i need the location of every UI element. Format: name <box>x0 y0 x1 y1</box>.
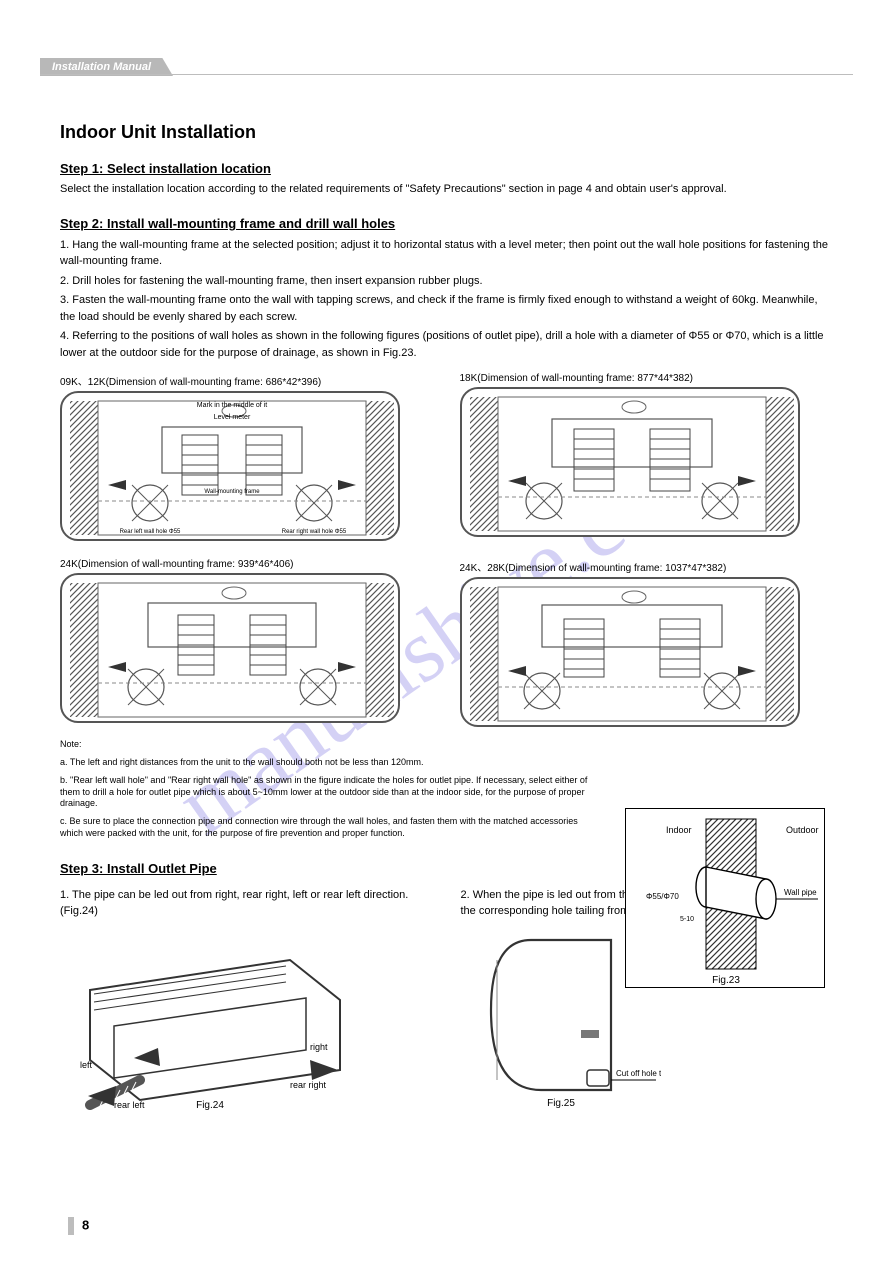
svg-text:rear left: rear left <box>114 1100 145 1110</box>
page-number: 8 <box>68 1217 89 1235</box>
mounting-diagram-svg <box>462 389 800 537</box>
step1-heading: Step 1: Select installation location <box>60 161 833 176</box>
diagram-cell-1: 09K、12K(Dimension of wall-mounting frame… <box>60 373 434 541</box>
diagram-caption: 18K(Dimension of wall-mounting frame: 87… <box>460 373 834 384</box>
step2-item: 4. Referring to the positions of wall ho… <box>60 328 833 361</box>
mounting-diagram-svg: Mark in the middle of it Level meter Rea… <box>62 393 400 541</box>
step2-note: Note: <box>60 739 595 751</box>
svg-text:Level meter: Level meter <box>214 414 251 421</box>
step2-heading: Step 2: Install wall-mounting frame and … <box>60 216 833 231</box>
diagram-frame <box>460 577 800 727</box>
svg-text:Rear right wall hole Φ55: Rear right wall hole Φ55 <box>282 529 347 535</box>
svg-text:Indoor: Indoor <box>666 825 692 835</box>
svg-text:Φ55/Φ70: Φ55/Φ70 <box>646 892 679 901</box>
diagram-cell-3: 24K(Dimension of wall-mounting frame: 93… <box>60 559 434 727</box>
svg-text:Fig.23: Fig.23 <box>712 975 740 986</box>
step3-left-col: 1. The pipe can be led out from right, r… <box>60 882 433 1110</box>
mounting-diagram-svg <box>462 579 800 727</box>
diagram-grid: 09K、12K(Dimension of wall-mounting frame… <box>60 373 833 727</box>
step2-item: 1. Hang the wall-mounting frame at the s… <box>60 237 833 270</box>
svg-text:Fig.25: Fig.25 <box>547 1098 575 1109</box>
step2-note: b. "Rear left wall hole" and "Rear right… <box>60 775 595 810</box>
svg-text:Wall pipe: Wall pipe <box>784 888 817 897</box>
svg-text:right: right <box>310 1042 328 1052</box>
header-rule <box>40 74 853 75</box>
page-number-bar-icon <box>68 1217 74 1235</box>
page: Installation Manual manualshive.com Indo… <box>0 0 893 1263</box>
step3-left-text: 1. The pipe can be led out from right, r… <box>60 888 433 920</box>
diagram-cell-4: 24K、28K(Dimension of wall-mounting frame… <box>460 559 834 727</box>
svg-text:Mark in the middle of it: Mark in the middle of it <box>197 402 267 409</box>
page-number-value: 8 <box>82 1217 89 1232</box>
diagram-caption: 09K、12K(Dimension of wall-mounting frame… <box>60 373 434 388</box>
diagram-frame: Mark in the middle of it Level meter Rea… <box>60 391 400 541</box>
fig24-svg: right rear right left rear left Fig.24 <box>60 920 360 1110</box>
svg-text:Wall-mounting frame: Wall-mounting frame <box>204 489 260 495</box>
svg-text:5-10: 5-10 <box>680 916 694 923</box>
diagram-caption: 24K、28K(Dimension of wall-mounting frame… <box>460 559 834 574</box>
step2-item: 2. Drill holes for fastening the wall-mo… <box>60 273 833 290</box>
fig23-box: Indoor Outdoor Wall pipe Φ55/Φ70 5-10 Fi… <box>625 808 825 988</box>
step1-body: Select the installation location accordi… <box>60 182 833 198</box>
fig23-svg: Indoor Outdoor Wall pipe Φ55/Φ70 5-10 Fi… <box>626 809 826 989</box>
step2-list: 1. Hang the wall-mounting frame at the s… <box>60 237 833 362</box>
svg-text:Rear left wall hole Φ55: Rear left wall hole Φ55 <box>120 529 181 535</box>
svg-text:Outdoor: Outdoor <box>786 825 819 835</box>
svg-text:rear right: rear right <box>290 1080 327 1090</box>
content-area: Indoor Unit Installation Step 1: Select … <box>60 100 833 1110</box>
step2-item: 3. Fasten the wall-mounting frame onto t… <box>60 292 833 325</box>
svg-text:Cut off hole tailing (right): Cut off hole tailing (right) <box>616 1069 661 1078</box>
svg-text:Fig.24: Fig.24 <box>196 1100 224 1110</box>
diagram-frame <box>460 387 800 537</box>
section-title: Indoor Unit Installation <box>60 122 833 143</box>
diagram-caption: 24K(Dimension of wall-mounting frame: 93… <box>60 559 434 570</box>
step2-note: c. Be sure to place the connection pipe … <box>60 816 595 839</box>
svg-text:left: left <box>80 1060 93 1070</box>
mounting-diagram-svg <box>62 575 400 723</box>
diagram-frame <box>60 573 400 723</box>
diagram-cell-2: 18K(Dimension of wall-mounting frame: 87… <box>460 373 834 541</box>
step2-note: a. The left and right distances from the… <box>60 757 595 769</box>
